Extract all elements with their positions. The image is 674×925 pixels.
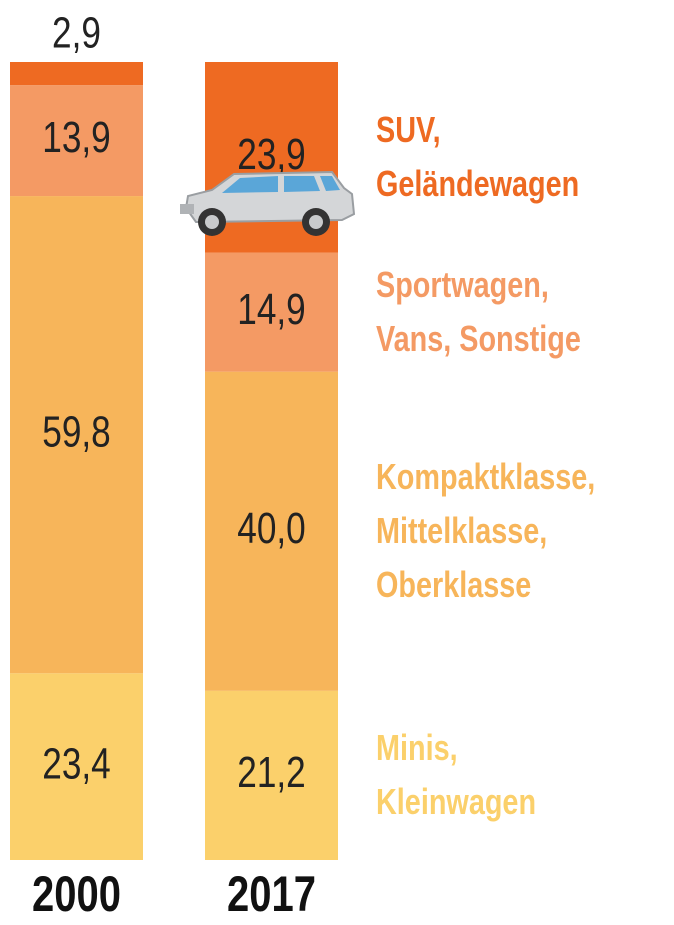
legend-label: SUV, Geländewagen	[376, 103, 616, 211]
legend-label: Kompaktklasse, Mittelklasse, Oberklasse	[376, 450, 616, 612]
value-label: 2,9	[52, 9, 101, 58]
x-tick-label: 2000	[32, 866, 121, 922]
value-label: 40,0	[237, 504, 305, 553]
legend-label: Minis, Kleinwagen	[376, 721, 616, 829]
bar-segment	[10, 62, 143, 85]
x-tick-label: 2017	[227, 866, 316, 922]
legend-label: Sportwagen, Vans, Sonstige	[376, 258, 616, 366]
value-label: 23,4	[42, 740, 110, 789]
value-label: 21,2	[237, 748, 305, 797]
page: 2000201723,459,813,92,921,240,014,923,9 …	[0, 0, 674, 925]
value-label: 13,9	[42, 114, 110, 163]
value-label: 59,8	[42, 408, 110, 457]
value-label: 14,9	[237, 285, 305, 334]
value-label: 23,9	[237, 130, 305, 179]
